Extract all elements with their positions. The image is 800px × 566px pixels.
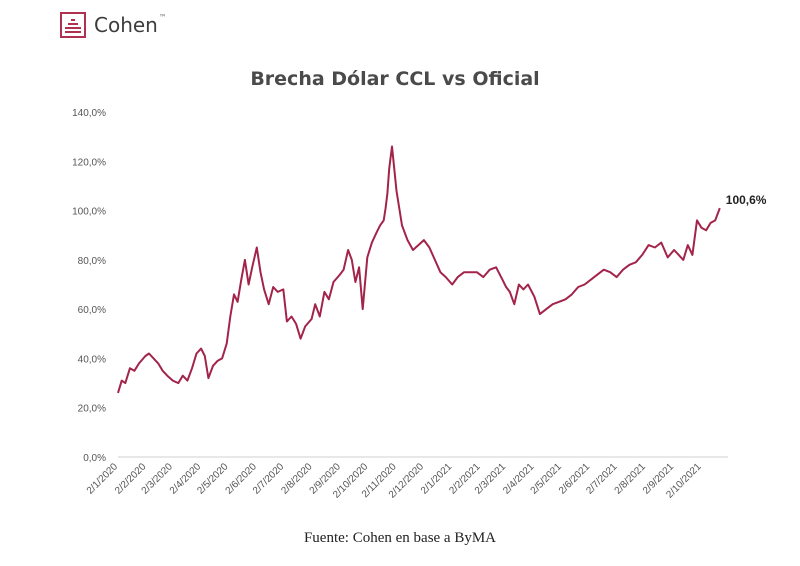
y-tick-label: 60,0% bbox=[78, 305, 106, 316]
cohen-logo-text: Cohen™ bbox=[94, 13, 167, 37]
cohen-logo-icon bbox=[60, 12, 86, 38]
y-tick-label: 100,0% bbox=[72, 207, 106, 218]
y-tick-label: 40,0% bbox=[78, 354, 106, 365]
series-line-brecha bbox=[117, 145, 721, 394]
y-tick-label: 0,0% bbox=[83, 453, 106, 464]
y-axis: 0,0% 20,0% 40,0% 60,0% 80,0% 100,0% 120,0% 140,… bbox=[72, 108, 106, 464]
y-tick-label: 140,0% bbox=[72, 108, 106, 119]
y-tick-label: 120,0% bbox=[72, 157, 106, 168]
cohen-logo: Cohen™ bbox=[60, 10, 167, 40]
source-caption: Fuente: Cohen en base a ByMA bbox=[303, 530, 497, 546]
y-tick-label: 80,0% bbox=[78, 256, 106, 267]
chart-title: Brecha Dólar CCL vs Oficial bbox=[250, 68, 540, 90]
y-tick-label: 20,0% bbox=[78, 404, 106, 415]
x-axis: 2/1/20202/2/20202/3/20202/4/20202/5/2020… bbox=[85, 461, 704, 501]
end-value-label: 100,6% bbox=[726, 193, 767, 207]
